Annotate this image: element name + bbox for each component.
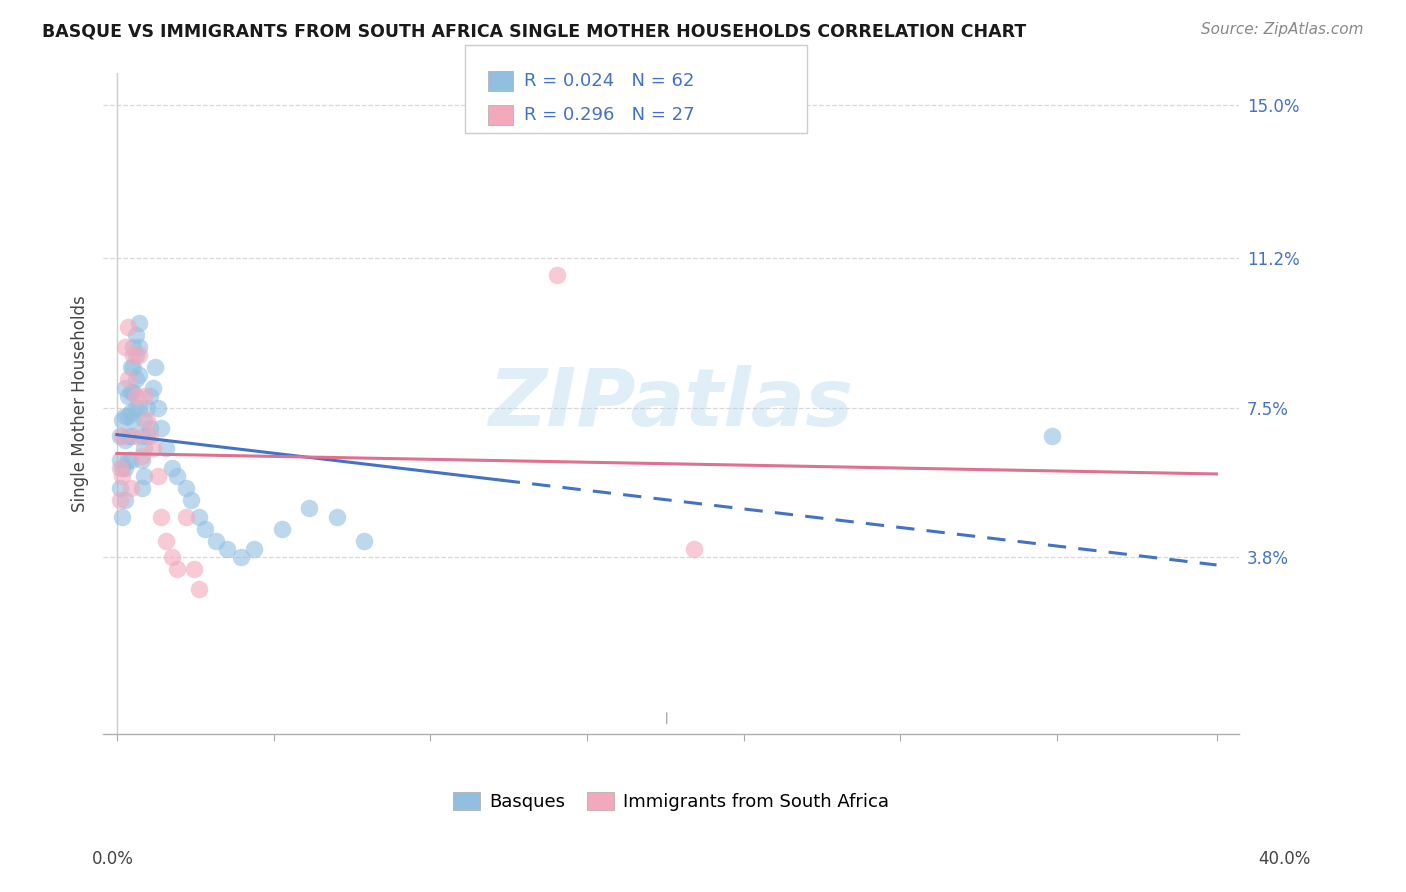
Point xyxy=(166,562,188,576)
Point xyxy=(108,493,131,508)
Point xyxy=(111,461,134,475)
Point xyxy=(125,401,148,415)
Point xyxy=(120,453,142,467)
Point xyxy=(125,372,148,386)
Point xyxy=(146,401,169,415)
Text: ZIPatlas: ZIPatlas xyxy=(488,365,853,442)
Point xyxy=(128,316,150,330)
Point xyxy=(136,429,159,443)
Point xyxy=(243,541,266,556)
Point xyxy=(111,429,134,443)
Point xyxy=(120,481,142,495)
Point xyxy=(131,449,153,463)
Point xyxy=(146,469,169,483)
Point xyxy=(117,320,139,334)
Point xyxy=(194,522,217,536)
Point xyxy=(108,429,131,443)
Point xyxy=(149,509,172,524)
Point xyxy=(125,348,148,362)
Point xyxy=(122,384,145,399)
Text: BASQUE VS IMMIGRANTS FROM SOUTH AFRICA SINGLE MOTHER HOUSEHOLDS CORRELATION CHAR: BASQUE VS IMMIGRANTS FROM SOUTH AFRICA S… xyxy=(42,22,1026,40)
Point xyxy=(160,549,183,564)
Point xyxy=(117,429,139,443)
Point xyxy=(128,340,150,354)
Point xyxy=(136,401,159,415)
Point xyxy=(134,388,156,402)
Point xyxy=(120,429,142,443)
Point xyxy=(128,368,150,383)
Point xyxy=(166,469,188,483)
Point xyxy=(546,268,568,282)
Point xyxy=(160,461,183,475)
Point xyxy=(188,509,211,524)
Point xyxy=(117,372,139,386)
Point xyxy=(139,421,162,435)
Point xyxy=(122,413,145,427)
Point xyxy=(125,429,148,443)
Text: Source: ZipAtlas.com: Source: ZipAtlas.com xyxy=(1201,22,1364,37)
Point xyxy=(122,340,145,354)
Point xyxy=(108,481,131,495)
Text: 0.0%: 0.0% xyxy=(91,850,134,868)
Point xyxy=(215,541,238,556)
Point xyxy=(111,413,134,427)
Point xyxy=(139,388,162,402)
Point xyxy=(114,380,136,394)
Point xyxy=(353,533,375,548)
Point xyxy=(108,461,131,475)
Point xyxy=(134,441,156,455)
Text: R = 0.296   N = 27: R = 0.296 N = 27 xyxy=(524,106,695,124)
Point xyxy=(111,509,134,524)
Point xyxy=(114,433,136,447)
Point xyxy=(120,360,142,375)
Point xyxy=(122,360,145,375)
Point xyxy=(229,549,252,564)
Point xyxy=(180,493,202,508)
Point xyxy=(270,522,292,536)
Point xyxy=(117,388,139,402)
Point xyxy=(117,409,139,423)
Point xyxy=(155,441,177,455)
Point xyxy=(114,409,136,423)
Point xyxy=(111,469,134,483)
Point xyxy=(142,441,165,455)
Point xyxy=(120,384,142,399)
Point xyxy=(125,388,148,402)
Point xyxy=(128,348,150,362)
Point xyxy=(114,340,136,354)
Point xyxy=(326,509,349,524)
Point xyxy=(131,481,153,495)
Point xyxy=(108,453,131,467)
Point xyxy=(114,493,136,508)
Point xyxy=(136,413,159,427)
Legend: Basques, Immigrants from South Africa: Basques, Immigrants from South Africa xyxy=(453,792,889,811)
Point xyxy=(120,405,142,419)
Point xyxy=(139,429,162,443)
Point xyxy=(174,481,197,495)
Point xyxy=(683,541,706,556)
Point xyxy=(205,533,228,548)
Text: 40.0%: 40.0% xyxy=(1258,850,1310,868)
Point xyxy=(188,582,211,596)
Point xyxy=(149,421,172,435)
Point xyxy=(1040,429,1063,443)
Point xyxy=(122,348,145,362)
Point xyxy=(142,380,165,394)
Point xyxy=(131,429,153,443)
Point xyxy=(125,328,148,343)
Point xyxy=(128,401,150,415)
Point xyxy=(134,413,156,427)
Text: R = 0.024   N = 62: R = 0.024 N = 62 xyxy=(524,72,695,90)
Point xyxy=(174,509,197,524)
Point xyxy=(117,453,139,467)
Y-axis label: Single Mother Households: Single Mother Households xyxy=(72,295,89,512)
Point xyxy=(131,453,153,467)
Point xyxy=(134,469,156,483)
Point xyxy=(183,562,205,576)
Point xyxy=(155,533,177,548)
Point xyxy=(143,360,166,375)
Point xyxy=(298,501,321,516)
Point xyxy=(114,461,136,475)
